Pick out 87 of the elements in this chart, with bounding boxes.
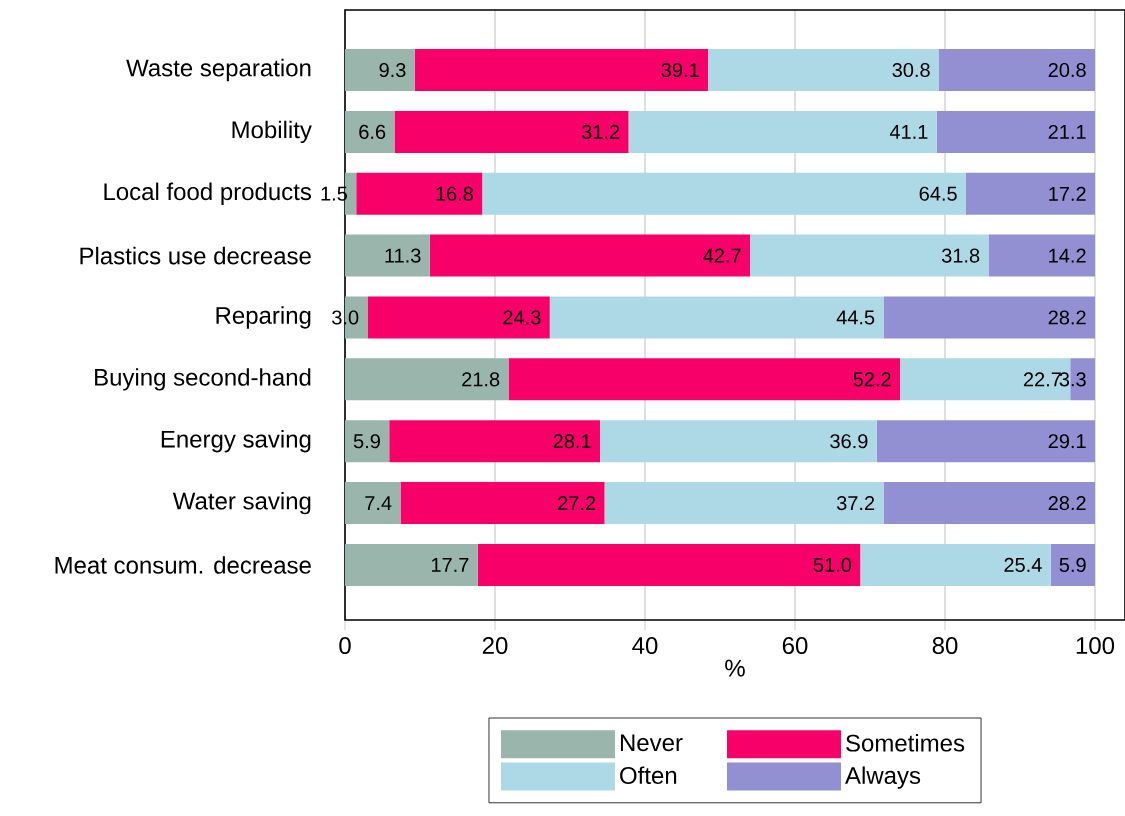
bar <box>966 172 1096 215</box>
x-axis-title: % <box>725 659 745 677</box>
bar <box>883 296 1096 339</box>
y-tick-label: Energy saving <box>161 430 311 453</box>
data-label: 3.3 <box>1059 372 1086 387</box>
x-tick-label: 40 <box>632 637 658 655</box>
data-label: 44.5 <box>836 310 875 325</box>
x-tick-label: 20 <box>482 637 508 655</box>
x-tick-label: 100 <box>1076 637 1115 655</box>
data-label: 28.2 <box>1048 496 1086 511</box>
x-tick-label: 0 <box>339 637 351 655</box>
y-tick-label: Mobility <box>232 120 312 144</box>
legend-label: Never <box>620 734 683 752</box>
y-tick-label: Plastics use decrease <box>80 246 311 265</box>
data-label: 29.1 <box>1048 434 1086 449</box>
data-label: 7.4 <box>365 496 392 510</box>
bar <box>549 296 884 339</box>
data-label: 28.2 <box>1048 310 1086 325</box>
bar <box>367 296 550 339</box>
data-label: 16.8 <box>436 186 473 201</box>
data-label: 39.1 <box>661 62 699 78</box>
y-tick-label: Meat consum. decrease <box>55 556 311 574</box>
bar <box>482 172 966 215</box>
bar <box>1050 543 1096 586</box>
bar <box>394 110 629 153</box>
bar <box>345 234 430 277</box>
bar <box>345 110 395 153</box>
bar <box>604 482 884 525</box>
data-label: 27.2 <box>558 496 596 511</box>
y-tick-label: Reparing <box>216 306 311 329</box>
bar <box>345 482 401 525</box>
data-label: 17.7 <box>431 558 469 572</box>
bar <box>345 543 478 586</box>
bar <box>356 172 483 215</box>
bar <box>883 482 1096 525</box>
data-label: 22.7 <box>1023 372 1061 387</box>
data-label: 41.1 <box>889 124 928 139</box>
data-label: 20.8 <box>1048 62 1086 78</box>
bar <box>936 110 1096 153</box>
bar <box>988 234 1096 277</box>
y-tick-label: Local food products <box>104 182 312 205</box>
bar <box>345 358 509 401</box>
legend-label: Often <box>620 766 677 784</box>
data-label: 37.2 <box>836 496 875 511</box>
legend-label: Sometimes <box>846 734 965 752</box>
data-label: 6.6 <box>359 124 386 139</box>
bar <box>628 110 937 153</box>
legend-label: Always <box>845 766 921 789</box>
data-label: 17.2 <box>1049 186 1086 201</box>
data-label: 51.0 <box>813 557 852 573</box>
bar <box>477 543 861 586</box>
bar <box>708 49 939 92</box>
bar <box>750 234 989 277</box>
data-label: 42.7 <box>703 248 741 263</box>
data-label: 5.9 <box>353 434 380 449</box>
data-label: 5.9 <box>1059 557 1086 573</box>
bar <box>860 543 1051 586</box>
bar <box>508 358 901 401</box>
data-label: 31.2 <box>581 124 620 139</box>
bar <box>939 49 1096 92</box>
bar <box>400 482 605 525</box>
data-label: 30.8 <box>892 62 930 78</box>
data-label: 21.1 <box>1048 124 1086 139</box>
data-label: 24.3 <box>503 310 541 325</box>
data-label: 52.2 <box>853 372 891 387</box>
data-label: 36.9 <box>830 434 868 449</box>
x-tick-label: 60 <box>782 637 808 655</box>
y-tick-label: Waste separation <box>126 58 311 82</box>
data-label: 21.8 <box>462 372 500 387</box>
data-label: 14.2 <box>1049 248 1086 263</box>
bar <box>345 172 357 215</box>
y-tick-label: Water saving <box>172 491 311 515</box>
bar <box>876 420 1096 463</box>
bar <box>600 420 877 463</box>
data-label: 11.3 <box>385 248 421 263</box>
data-label: 28.1 <box>553 434 591 449</box>
data-label: 25.4 <box>1004 557 1042 573</box>
y-tick-label: Buying second-hand <box>95 368 311 391</box>
bar <box>414 49 708 92</box>
x-tick-label: 80 <box>932 637 958 655</box>
bar <box>345 420 390 463</box>
data-label: 9.3 <box>379 62 406 78</box>
data-label: 64.5 <box>919 186 957 201</box>
bar <box>429 234 750 277</box>
data-label: 31.8 <box>941 248 980 263</box>
bar <box>345 49 415 92</box>
bar <box>389 420 601 463</box>
